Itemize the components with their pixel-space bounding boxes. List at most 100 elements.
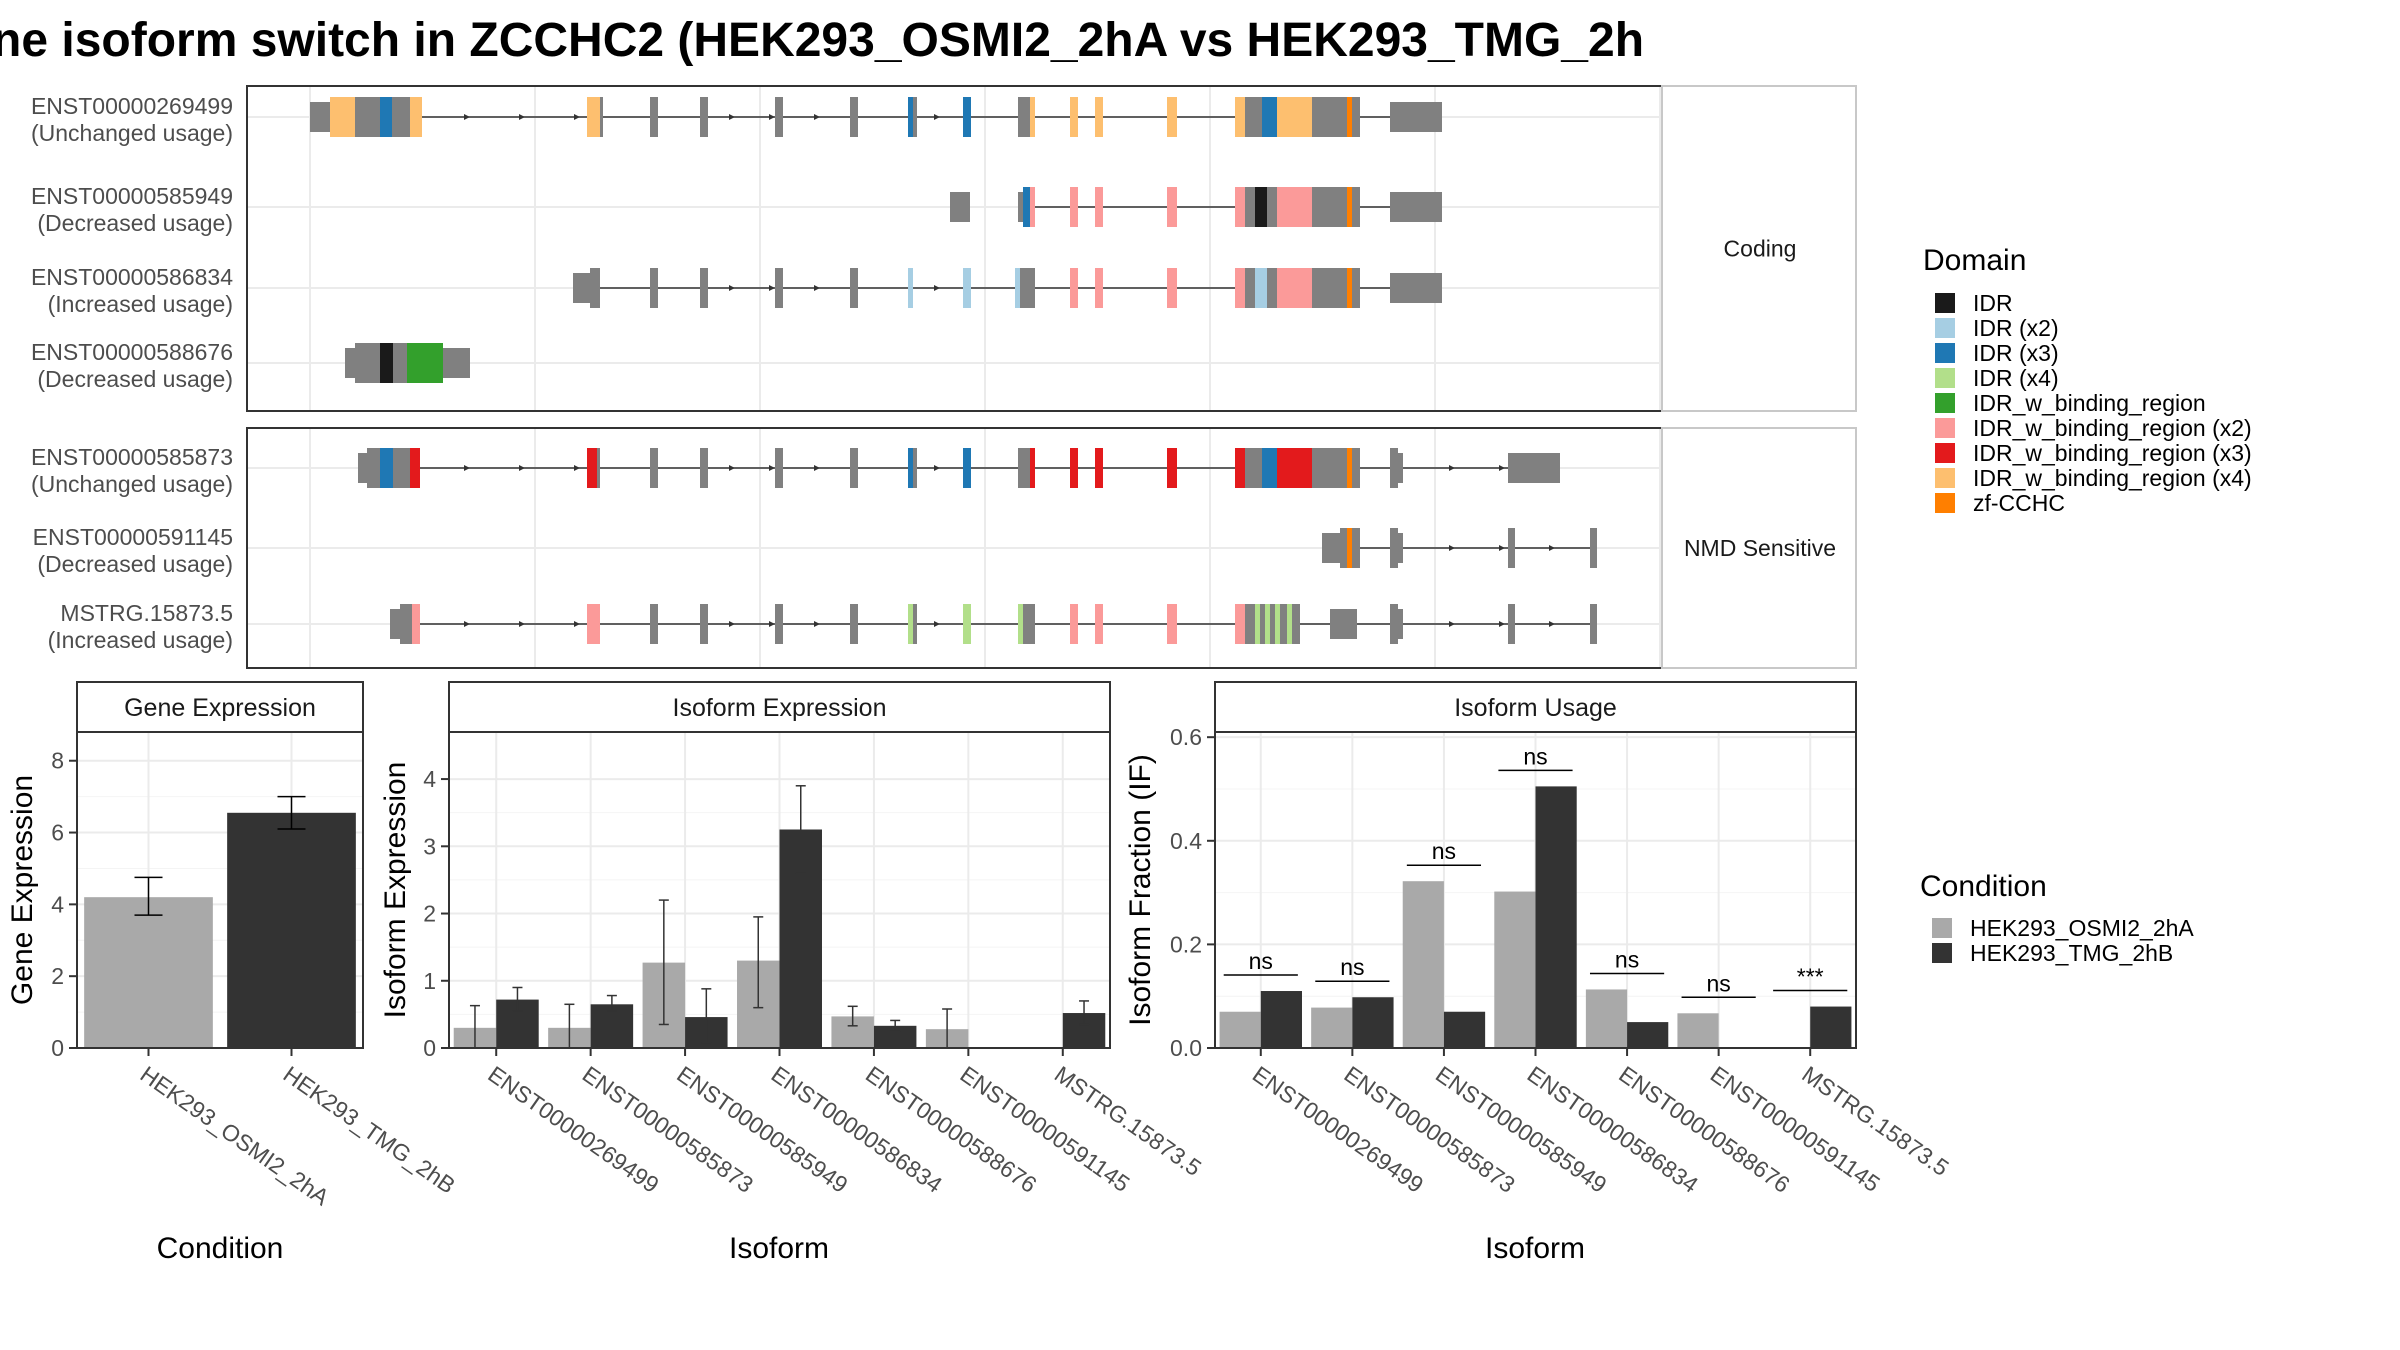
- x-tick-label: ENST00000591145: [1706, 1061, 1885, 1197]
- bar: [1402, 881, 1444, 1048]
- exon: [850, 268, 858, 308]
- exon: [590, 268, 600, 308]
- legend-label: IDR_w_binding_region (x2): [1973, 415, 2252, 441]
- intron-arrow: [814, 285, 820, 291]
- bar: [1219, 1011, 1261, 1048]
- exon: [1287, 604, 1292, 644]
- bar: [1311, 1007, 1353, 1048]
- isoform-expression-panel: Isoform Expression01234ENST00000269499EN…: [379, 681, 1206, 1265]
- transcript-usage-label: (Increased usage): [48, 627, 233, 653]
- legend-key: [1935, 293, 1955, 313]
- exon: [700, 268, 708, 308]
- legend-key: [1935, 443, 1955, 463]
- intron-arrow: [1499, 621, 1505, 627]
- exon: [1018, 448, 1030, 488]
- exon: [355, 97, 380, 137]
- exon: [1023, 604, 1035, 644]
- exon: [775, 97, 783, 137]
- exon: [1167, 268, 1177, 308]
- bar: [1677, 1013, 1719, 1048]
- x-tick-label: ENST00000586834: [1523, 1061, 1704, 1198]
- transcript-usage-label: (Unchanged usage): [31, 120, 233, 146]
- y-tick-label: 0: [423, 1035, 436, 1061]
- y-tick-label: 8: [51, 748, 64, 774]
- intron-arrow: [769, 465, 775, 471]
- exon: [310, 102, 330, 132]
- exon: [1352, 268, 1360, 308]
- intron-arrow: [814, 114, 820, 120]
- legend-key: [1935, 393, 1955, 413]
- exon: [1235, 448, 1245, 488]
- exon: [1398, 533, 1403, 563]
- exon: [380, 343, 393, 383]
- x-tick-label: ENST00000269499: [483, 1061, 663, 1198]
- exon: [1508, 453, 1560, 483]
- y-axis-title: Isoform Fraction (IF): [1124, 754, 1157, 1026]
- intron-arrow: [729, 285, 735, 291]
- exon: [1390, 604, 1398, 644]
- panel-title: Isoform Usage: [1454, 694, 1617, 722]
- y-tick-label: 4: [423, 766, 436, 792]
- bar: [227, 812, 356, 1048]
- y-axis-title: Isoform Expression: [379, 762, 412, 1019]
- exon: [700, 604, 708, 644]
- exon: [443, 348, 470, 378]
- exon: [1255, 604, 1260, 644]
- significance-label: ns: [1615, 946, 1639, 972]
- exon: [1277, 268, 1312, 308]
- intron-arrow: [729, 621, 735, 627]
- panel-title: Gene Expression: [124, 694, 316, 722]
- exon: [1030, 187, 1035, 227]
- exon: [1590, 604, 1597, 644]
- y-tick-label: 2: [51, 963, 64, 989]
- transcript-usage-label: (Decreased usage): [37, 551, 233, 577]
- intron-arrow: [814, 465, 820, 471]
- bar: [84, 897, 213, 1048]
- intron-arrow: [464, 621, 470, 627]
- exon: [1070, 268, 1078, 308]
- bar: [1627, 1022, 1669, 1048]
- legend-label: IDR_w_binding_region: [1973, 390, 2206, 416]
- exon: [1390, 273, 1442, 303]
- exon: [330, 97, 355, 137]
- intron-arrow: [1499, 465, 1505, 471]
- bar: [1810, 1006, 1852, 1048]
- exon: [1398, 453, 1403, 483]
- exon: [1070, 97, 1078, 137]
- exon: [1245, 448, 1262, 488]
- exon: [410, 97, 422, 137]
- exon: [1095, 604, 1103, 644]
- exon: [1262, 448, 1277, 488]
- exon: [650, 97, 658, 137]
- intron-arrow: [574, 114, 580, 120]
- exon: [1352, 97, 1360, 137]
- exon: [1095, 448, 1103, 488]
- transcript-id-label: ENST00000269499: [31, 93, 233, 119]
- exon: [1277, 187, 1312, 227]
- transcript-usage-label: (Increased usage): [48, 291, 233, 317]
- exon: [1267, 268, 1277, 308]
- exon: [1235, 268, 1245, 308]
- exon: [1390, 448, 1398, 488]
- exon: [1280, 604, 1287, 644]
- exon: [392, 97, 410, 137]
- exon: [1590, 528, 1597, 568]
- x-axis-title: Isoform: [1485, 1232, 1585, 1265]
- x-tick-label: ENST00000585873: [578, 1061, 758, 1198]
- legend-label: IDR (x2): [1973, 315, 2059, 341]
- exon: [1023, 187, 1030, 227]
- intron-arrow: [729, 465, 735, 471]
- intron-arrow: [1549, 621, 1555, 627]
- intron-arrow: [769, 114, 775, 120]
- significance-label: ns: [1340, 954, 1364, 980]
- exon: [358, 453, 367, 483]
- legend-label: HEK293_OSMI2_2hA: [1970, 915, 2194, 941]
- legend-key: [1932, 943, 1952, 963]
- exon: [850, 97, 858, 137]
- exon: [1095, 97, 1103, 137]
- y-axis-title: Gene Expression: [6, 775, 39, 1005]
- intron-arrow: [464, 465, 470, 471]
- exon: [1030, 97, 1035, 137]
